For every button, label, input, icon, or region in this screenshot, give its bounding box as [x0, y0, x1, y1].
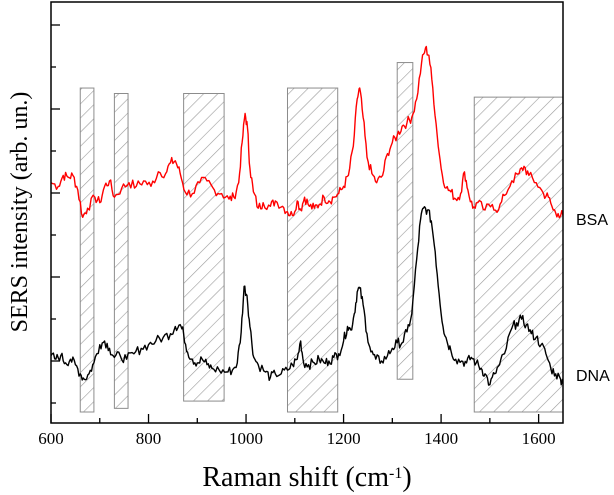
x-tick-label: 1400 — [424, 429, 458, 448]
x-axis-title-main: Raman shift (cm — [202, 462, 389, 493]
series-lines — [51, 45, 563, 386]
hatched-region-1 — [79, 87, 95, 413]
x-tick-labels: 600 800 1000 1200 1400 1600 — [38, 429, 555, 448]
hatched-region-4 — [286, 87, 339, 413]
x-tick-label: 1000 — [229, 429, 263, 448]
x-axis-title-suffix: ) — [402, 462, 411, 493]
x-axis-title-superscript: -1 — [389, 465, 402, 482]
x-tick-label: 1600 — [522, 429, 556, 448]
axis-ticks — [50, 24, 540, 423]
hatched-region-5 — [396, 62, 414, 380]
series-line-bsa — [51, 45, 563, 219]
y-axis-title: SERS intensity (arb. un.) — [7, 92, 33, 333]
x-tick-label: 600 — [38, 429, 64, 448]
legend-label-bsa: BSA — [576, 212, 608, 229]
hatched-regions — [79, 62, 564, 413]
plot-frame — [50, 1, 564, 424]
legend-label-dna: DNA — [576, 368, 610, 385]
hatched-region-3 — [183, 93, 225, 402]
x-tick-label: 800 — [136, 429, 162, 448]
x-axis-title: Raman shift (cm-1) — [202, 462, 411, 493]
series-line-dna — [51, 206, 563, 386]
hatched-region-2 — [113, 93, 129, 409]
x-tick-label: 1200 — [327, 429, 361, 448]
